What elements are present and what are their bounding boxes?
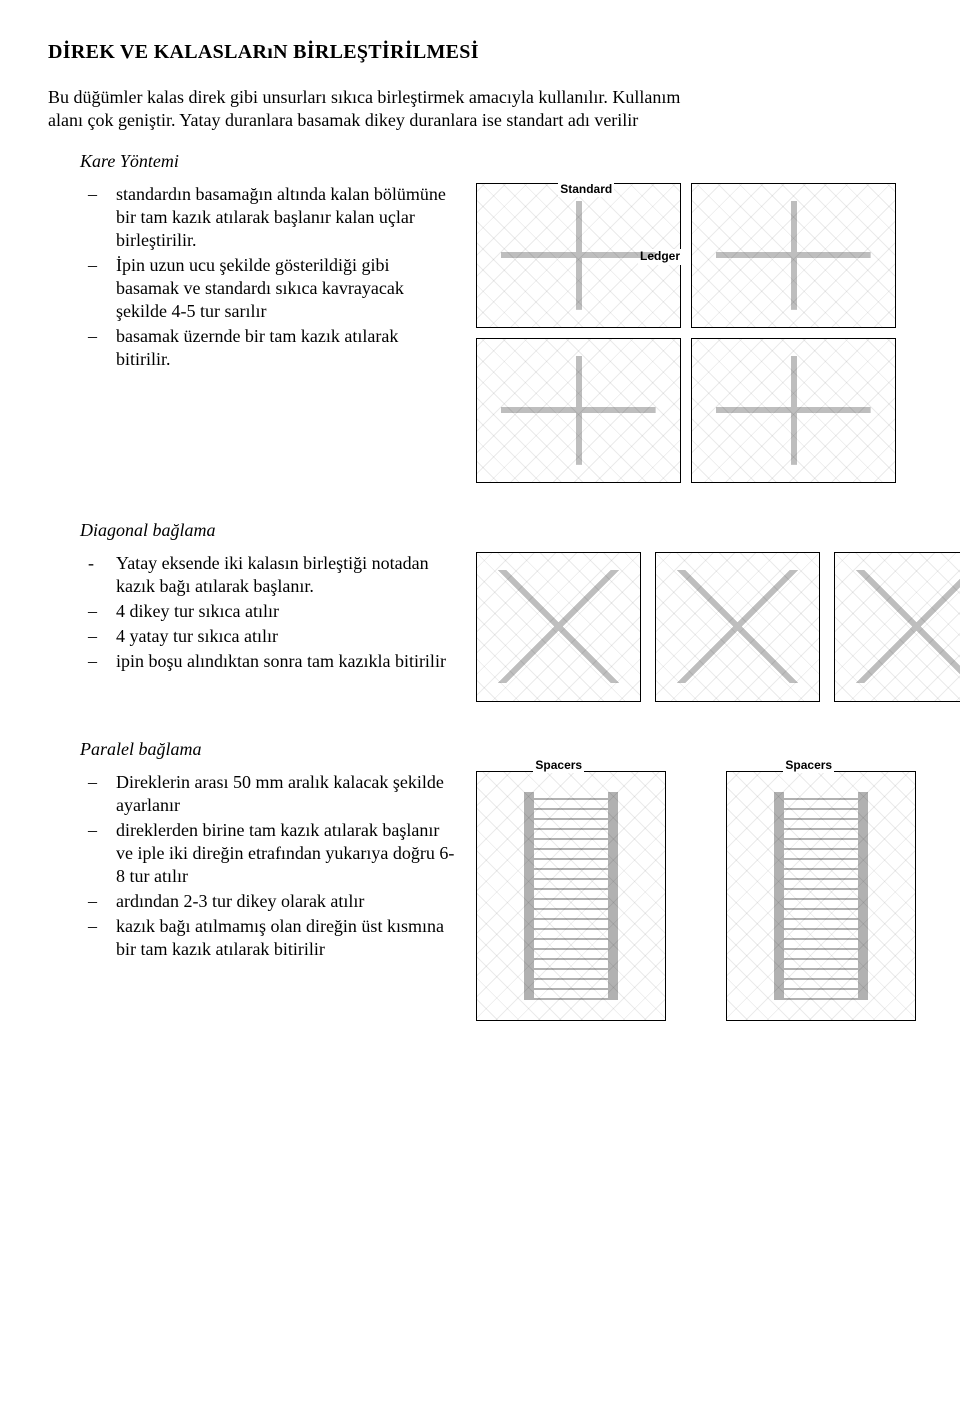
kare-diagram-3 <box>476 338 681 483</box>
label-ledger: Ledger <box>638 249 682 264</box>
diagonal-item: 4 dikey tur sıkıca atılır <box>88 600 456 623</box>
kare-item: standardın basamağın altında kalan bölüm… <box>88 183 456 252</box>
diagonal-heading: Diagonal bağlama <box>80 519 904 542</box>
diagonal-diagrams <box>476 552 960 702</box>
kare-list: standardın basamağın altında kalan bölüm… <box>88 183 456 371</box>
kare-heading: Kare Yöntemi <box>80 150 904 173</box>
diagonal-item: Yatay eksende iki kalasın birleştiği not… <box>88 552 456 598</box>
label-spacers: Spacers <box>533 758 584 773</box>
paralel-diagrams: Spacers Spacers <box>476 771 916 1021</box>
diagonal-list: Yatay eksende iki kalasın birleştiği not… <box>88 552 456 673</box>
paralel-item: direklerden birine tam kazık atılarak ba… <box>88 819 456 888</box>
paralel-heading: Paralel bağlama <box>80 738 904 761</box>
label-spacers: Spacers <box>783 758 834 773</box>
diagonal-item: 4 yatay tur sıkıca atılır <box>88 625 456 648</box>
paralel-list: Direklerin arası 50 mm aralık kalacak şe… <box>88 771 456 961</box>
kare-diagram-4 <box>691 338 896 483</box>
kare-item: basamak üzernde bir tam kazık atılarak b… <box>88 325 456 371</box>
diagonal-diagram-2 <box>655 552 820 702</box>
paralel-section: Direklerin arası 50 mm aralık kalacak şe… <box>48 771 904 1021</box>
label-standard: Standard <box>558 182 614 197</box>
kare-diagrams: Standard Ledger <box>476 183 896 483</box>
paralel-item: ardından 2-3 tur dikey olarak atılır <box>88 890 456 913</box>
kare-item: İpin uzun ucu şekilde gösterildiği gibi … <box>88 254 456 323</box>
diagonal-diagram-1 <box>476 552 641 702</box>
kare-diagram-1: Standard Ledger <box>476 183 681 328</box>
intro-line-2: alanı çok geniştir. Yatay duranlara basa… <box>48 110 638 130</box>
page-title: DİREK VE KALASLARıN BİRLEŞTİRİLMESİ <box>48 40 904 66</box>
paralel-item: kazık bağı atılmamış olan direğin üst kı… <box>88 915 456 961</box>
paralel-diagram-1: Spacers <box>476 771 666 1021</box>
intro-paragraph: Bu düğümler kalas direk gibi unsurları s… <box>48 86 904 132</box>
paralel-item: Direklerin arası 50 mm aralık kalacak şe… <box>88 771 456 817</box>
intro-line-1: Bu düğümler kalas direk gibi unsurları s… <box>48 87 680 107</box>
paralel-diagram-2: Spacers <box>726 771 916 1021</box>
kare-diagram-2 <box>691 183 896 328</box>
diagonal-section: Yatay eksende iki kalasın birleştiği not… <box>48 552 904 702</box>
kare-section: standardın basamağın altında kalan bölüm… <box>48 183 904 483</box>
diagonal-item: ipin boşu alındıktan sonra tam kazıkla b… <box>88 650 456 673</box>
diagonal-diagram-3 <box>834 552 960 702</box>
